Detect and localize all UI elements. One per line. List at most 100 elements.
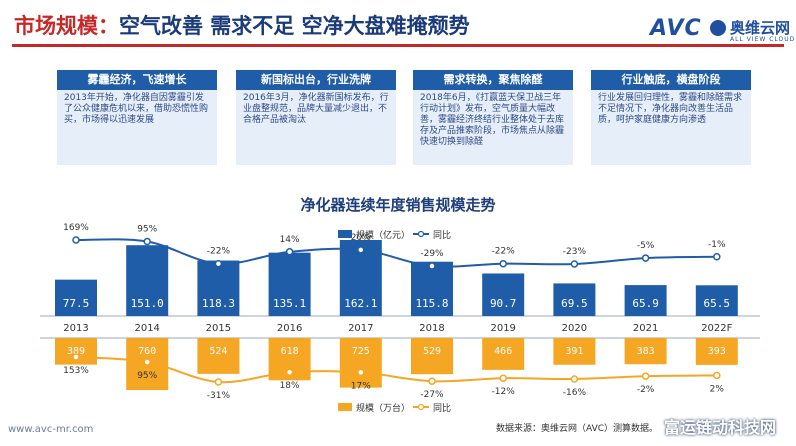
category-label: 2013: [63, 323, 88, 334]
legend-swatch-units: [338, 403, 352, 411]
bar-label-2013: 77.5: [63, 297, 90, 310]
website-url: www.avc-mr.com: [8, 424, 94, 435]
data-source: 数据来源：奥维云网（AVC）测算数据。: [496, 424, 659, 434]
point-growth-value-2022F: [713, 253, 721, 261]
bar-units-label-2017: 725: [352, 346, 370, 357]
point-growth-units-2013: [72, 353, 80, 361]
bar-value-2021: [624, 285, 667, 316]
bar-units-label-2018: 529: [423, 346, 441, 357]
point-growth-value-2021: [641, 254, 650, 262]
legend-label-value: 规模（亿元）: [356, 229, 410, 241]
point-growth-value-2013: [72, 236, 80, 244]
bar-units-2017: [339, 338, 382, 388]
growth-units-label-2017: 17%: [351, 381, 371, 391]
card-title: 新国标出台，行业洗牌: [236, 70, 396, 90]
bar-label-2019: 90.7: [490, 297, 517, 310]
card-title: 雾霾经济，飞速增长: [57, 70, 217, 90]
category-label: 2014: [134, 323, 159, 334]
bar-label-2017: 162.1: [344, 297, 377, 310]
page-title: 市场规模：空气改善 需求不足 空净大盘难掩颓势: [14, 10, 470, 40]
bar-label-2015: 118.3: [202, 297, 235, 310]
bar-units-2020: [553, 338, 596, 365]
point-growth-units-2021: [641, 372, 650, 380]
bar-value-2019: [482, 273, 525, 316]
bar-label-2022F: 65.5: [704, 297, 731, 310]
bar-value-2020: [553, 283, 596, 316]
growth-units-label-2020: -16%: [563, 388, 587, 398]
category-label: 2016: [277, 323, 302, 334]
bar-units-label-2021: 383: [637, 346, 655, 357]
category-label: 2015: [206, 323, 231, 334]
point-growth-value-2019: [499, 259, 507, 268]
growth-value-label-2013: 169%: [63, 223, 89, 233]
logo-en: ALL VIEW CLOUD: [730, 36, 796, 43]
bar-units-2019: [482, 338, 525, 370]
bar-units-label-2019: 466: [494, 346, 512, 357]
bar-value-2016: [268, 252, 311, 316]
card-body: 2018年6月，《打赢蓝天保卫战三年行动计划》发布，空气质量大幅改善，雾霾经济终…: [413, 90, 573, 165]
bar-value-2014: [126, 245, 169, 316]
card-body: 2013年开始，净化器自因雾霾引发了公众健康危机以来，借助恐慌性购买，市场得以迅…: [57, 90, 217, 165]
logo-badge-icon: [710, 20, 726, 36]
watermark-text: 富运链动科技网: [664, 418, 777, 437]
logo-cn: 奥维云网: [730, 19, 791, 37]
bar-units-2021: [624, 338, 667, 365]
growth-value-label-2019: -22%: [492, 247, 516, 257]
growth-value-label-2017: 20%: [351, 233, 371, 243]
growth-units-label-2022F: 2%: [710, 384, 725, 394]
point-growth-units-2014: [143, 358, 151, 366]
category-label: 2022F: [701, 323, 732, 334]
logo-mark: AVC: [650, 16, 702, 41]
growth-units-label-2018: -27%: [420, 390, 444, 400]
growth-value-label-2021: -5%: [637, 241, 655, 251]
point-growth-value-2016: [285, 248, 294, 256]
bar-units-2022F: [695, 338, 738, 365]
category-label: 2017: [348, 323, 373, 334]
bar-value-2018: [411, 261, 453, 316]
legend-label-units-growth: 同比: [433, 402, 451, 414]
bar-label-2018: 115.8: [415, 297, 448, 310]
category-label: 2021: [633, 323, 658, 334]
chart-title: 净化器连续年度销售规模走势: [300, 196, 496, 214]
point-growth-units-2016: [285, 368, 294, 376]
bar-label-2014: 151.0: [131, 297, 164, 310]
growth-units-label-2021: -2%: [637, 385, 655, 395]
bar-units-label-2022F: 393: [708, 346, 726, 357]
legend-swatch-value: [338, 230, 352, 238]
point-growth-units-2017: [357, 368, 365, 377]
growth-value-label-2014: 95%: [137, 225, 157, 235]
line-growth-units: [75, 356, 717, 384]
growth-value-label-2018: -29%: [420, 249, 444, 259]
bar-value-2013: [55, 279, 97, 316]
legend-label-value-growth: 同比: [433, 229, 451, 241]
bar-label-2021: 65.9: [632, 297, 659, 310]
bar-units-label-2016: 618: [281, 346, 299, 357]
avc-logo: AVC 奥维云网 ALL VIEW CLOUD: [650, 16, 794, 46]
point-growth-units-2019: [499, 374, 507, 382]
card-stage-1: 雾霾经济，飞速增长 2013年开始，净化器自因雾霾引发了公众健康危机以来，借助恐…: [57, 70, 217, 168]
card-title: 行业触底，横盘阶段: [591, 70, 751, 90]
growth-units-label-2019: -12%: [492, 387, 516, 397]
card-body: 2016年3月，净化器新国标发布，行业盘整规范，品牌大量减少退出，不合格产品被淘…: [236, 90, 396, 165]
legend-label-units: 规模（万台）: [356, 402, 410, 414]
legend-marker-value-growth: [417, 230, 425, 238]
growth-units-label-2016: 18%: [280, 381, 300, 391]
growth-value-label-2015: -22%: [207, 247, 231, 257]
bar-units-label-2013: 389: [67, 346, 85, 357]
category-label: 2019: [490, 323, 515, 334]
point-growth-value-2020: [570, 260, 579, 268]
bar-units-label-2020: 391: [565, 346, 583, 357]
line-growth-value: [75, 238, 717, 268]
growth-value-label-2020: -23%: [563, 247, 587, 257]
point-growth-value-2014: [143, 237, 151, 246]
bar-label-2020: 69.5: [561, 297, 588, 310]
card-stage-4: 行业触底，横盘阶段 行业发展回归理性，雾霾和除醛需求不足情况下，净化器向改善生活…: [591, 70, 751, 168]
growth-units-label-2013: 153%: [63, 366, 89, 376]
point-growth-units-2020: [570, 375, 579, 383]
bar-value-2022F: [695, 285, 738, 316]
bar-units-label-2015: 524: [209, 346, 227, 357]
point-growth-value-2015: [214, 259, 223, 268]
card-title: 需求转换，聚焦除醛: [413, 70, 573, 90]
bar-units-2018: [411, 338, 453, 375]
